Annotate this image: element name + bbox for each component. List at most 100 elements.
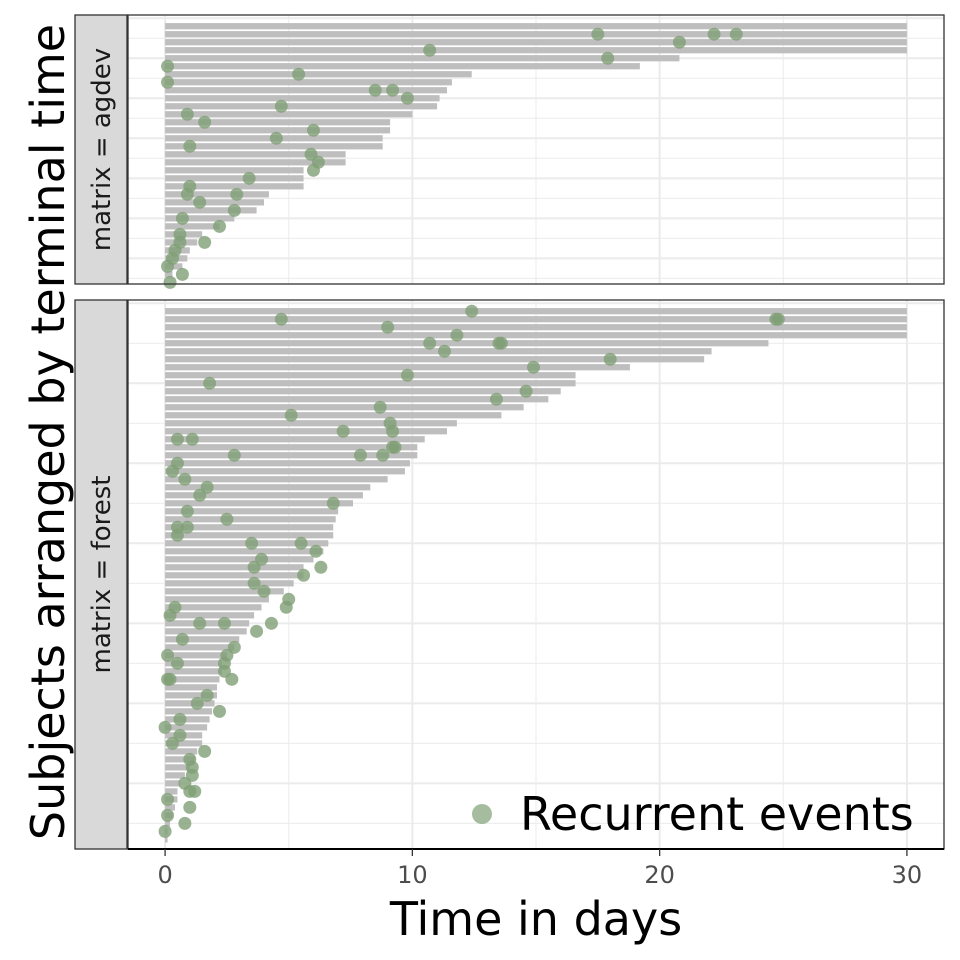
event-point [220, 512, 234, 526]
subject-bar [165, 103, 438, 110]
subject-bar [165, 324, 907, 331]
event-point [178, 472, 192, 486]
subject-bar [165, 428, 447, 435]
event-points [161, 27, 743, 289]
subject-bar [165, 167, 304, 174]
subject-bar [165, 644, 235, 651]
event-point [245, 536, 259, 550]
event-point [601, 51, 615, 65]
subject-bar [165, 420, 457, 427]
event-point [180, 504, 194, 518]
subject-bar [165, 716, 210, 723]
subject-bar [165, 636, 240, 643]
x-tick-label: 20 [644, 861, 675, 889]
event-point [314, 560, 328, 574]
event-point [707, 27, 721, 41]
subject-bar [165, 119, 391, 126]
event-point [353, 448, 367, 462]
x-axis-ticks: 0 10 20 30 [157, 849, 922, 889]
subject-bar [165, 23, 907, 30]
event-point [274, 312, 288, 326]
event-point [161, 75, 175, 89]
event-point [591, 27, 605, 41]
subject-bar [165, 404, 524, 411]
subject-bar [165, 588, 284, 595]
event-point [284, 408, 298, 422]
event-point [729, 27, 743, 41]
subject-bar [165, 516, 336, 523]
event-point [381, 320, 395, 334]
subject-bar [165, 47, 907, 54]
event-point [198, 744, 212, 758]
event-point [163, 672, 177, 686]
event-point [294, 536, 308, 550]
subject-bar [165, 199, 264, 206]
event-point [771, 312, 785, 326]
subject-bar [165, 676, 220, 683]
subject-bar [165, 532, 334, 539]
event-point [178, 816, 192, 830]
subject-bar [165, 412, 502, 419]
event-point [170, 432, 184, 446]
subject-bar [165, 508, 339, 515]
event-points [158, 304, 785, 838]
event-point [161, 59, 175, 73]
strip-label: matrix = agdev [87, 48, 117, 251]
subject-bar [165, 684, 218, 691]
event-point [225, 672, 239, 686]
event-point [158, 720, 172, 734]
event-point [309, 544, 323, 558]
event-point [250, 624, 264, 638]
subject-bar [165, 468, 405, 475]
event-point [185, 432, 199, 446]
event-point [386, 83, 400, 97]
event-point [242, 171, 256, 185]
subject-bar [165, 492, 363, 499]
subject-bar [165, 332, 907, 339]
subject-bar [165, 316, 907, 323]
event-point [247, 576, 261, 590]
x-axis-title: Time in days [389, 892, 682, 946]
subject-bar [165, 604, 262, 611]
event-point [163, 608, 177, 622]
event-point [188, 784, 202, 798]
subject-bar [165, 364, 630, 371]
event-point [161, 792, 175, 806]
event-point [180, 520, 194, 534]
event-point [450, 328, 464, 342]
subject-bar [165, 372, 576, 379]
event-point [306, 123, 320, 137]
subject-bar [165, 548, 324, 555]
subject-bar [165, 836, 168, 843]
subject-bar [165, 772, 185, 779]
subject-bar [165, 484, 371, 491]
subject-bar [165, 207, 257, 214]
subject-bar [165, 71, 472, 78]
subject-bar [165, 524, 334, 531]
subject-bar [165, 596, 269, 603]
event-point [230, 187, 244, 201]
event-point [400, 368, 414, 382]
event-point [190, 696, 204, 710]
event-point [373, 400, 387, 414]
event-point [247, 560, 261, 574]
x-axis: 0 10 20 30 [128, 848, 944, 889]
event-point [603, 352, 617, 366]
event-point [158, 824, 172, 838]
event-point [166, 736, 180, 750]
subject-bar [165, 780, 180, 787]
event-point [269, 131, 283, 145]
subject-bar [165, 660, 222, 667]
strip-label: matrix = forest [87, 476, 117, 674]
subject-bar [165, 572, 304, 579]
subject-bar [165, 388, 561, 395]
subject-bar [165, 271, 173, 278]
x-tick-label: 0 [157, 861, 172, 889]
subject-bar [165, 724, 208, 731]
event-point [423, 336, 437, 350]
event-point [423, 43, 437, 57]
subject-bar [165, 820, 171, 827]
subject-bar [165, 87, 447, 94]
x-tick-label: 10 [397, 861, 428, 889]
